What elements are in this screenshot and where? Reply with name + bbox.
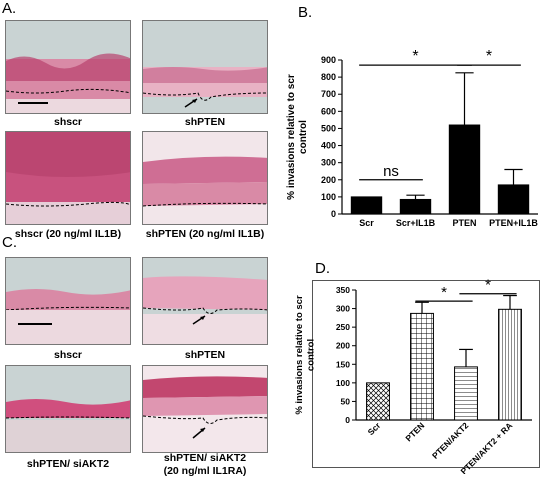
y-tick-label: 0 — [331, 209, 336, 219]
tissue-section — [143, 376, 267, 439]
x-tick-label: PTEN — [452, 218, 476, 228]
y-tick-label: 600 — [321, 106, 336, 116]
y-tick-label: 700 — [321, 89, 336, 99]
chart-b: 0 100 200 300 400 500 600 700 800 900 % invasions … — [286, 48, 538, 228]
significance-label: * — [485, 277, 491, 294]
x-tick-label: Scr+IL1B — [396, 218, 436, 228]
caption-a-shpten-il1b: shPTEN (20 ng/ml IL1B) — [145, 228, 265, 240]
y-axis-label: % invasions relative to scr control — [294, 295, 317, 415]
tissue-section — [143, 276, 267, 344]
histology-image-c-siakt2 — [5, 365, 131, 453]
histology-image-c-shpten — [142, 257, 268, 345]
y-tick-label: 200 — [321, 175, 336, 185]
tissue-section — [143, 156, 267, 207]
y-axis-label-line-1: % invasions relative to scr — [294, 295, 305, 415]
caption-line-2: (20 ng/ml IL1RA) — [163, 465, 247, 477]
tissue-section — [143, 67, 267, 108]
y-tick-label: 150 — [336, 359, 350, 369]
significance-label: * — [486, 48, 492, 65]
caption-c-siakt2-il1ra: shPTEN/ siAKT2 (20 ng/ml IL1RA) — [142, 452, 268, 478]
y-tick-label: 0 — [345, 415, 350, 425]
y-axis-label-line-2: control — [298, 120, 309, 154]
y-axis-label: % invasions relative to scr control — [286, 74, 309, 200]
y-tick-label: 300 — [336, 304, 350, 314]
x-tick-label: PTEN — [403, 420, 426, 443]
bar-pten-akt2-ra — [498, 308, 522, 421]
y-tick-label: 500 — [321, 123, 336, 133]
y-tick-label: 100 — [321, 192, 336, 202]
bar-pten — [410, 312, 434, 421]
panel-d-letter: D. — [315, 260, 330, 277]
bar-scr — [350, 196, 383, 215]
y-tick-label: 50 — [341, 396, 351, 406]
bar-pten — [448, 124, 481, 215]
tissue-section — [6, 289, 130, 344]
caption-line-1: shPTEN/ siAKT2 — [163, 452, 247, 464]
histology-image-shscr — [5, 20, 131, 114]
x-tick-label: Scr — [366, 420, 383, 437]
significance-label: ns — [383, 163, 399, 180]
x-tick-label: PTEN+IL1B — [489, 218, 538, 228]
histology-image-shpten-il1b — [142, 131, 268, 225]
significance-label: * — [441, 284, 447, 301]
y-tick-label: 300 — [321, 158, 336, 168]
chart-d-frame — [312, 280, 540, 468]
tissue-section — [6, 399, 130, 452]
bar-scr-il1b — [399, 198, 432, 215]
significance-label: * — [412, 48, 418, 65]
panel-a-letter: A. — [2, 0, 17, 17]
y-tick-label: 200 — [336, 341, 350, 351]
x-tick-label: Scr — [359, 218, 374, 228]
panel-c-letter: C. — [2, 234, 17, 251]
histology-image-c-shscr — [5, 257, 131, 345]
bar-pten-akt2 — [454, 366, 478, 421]
caption-a-shscr-il1b: shscr (20 ng/ml IL1B) — [14, 228, 122, 240]
tissue-section — [6, 53, 130, 113]
caption-c-shpten: shPTEN — [184, 349, 226, 361]
y-tick-label: 350 — [336, 285, 350, 295]
panel-b-letter: B. — [298, 4, 313, 21]
caption-c-siakt2: shPTEN/ siAKT2 — [26, 458, 110, 470]
y-tick-label: 250 — [336, 322, 350, 332]
chart-d: 0 50 100 150 200 250 300 350 % invasions relativ… — [294, 277, 532, 474]
caption-a-shscr: shscr — [53, 116, 83, 128]
y-axis-label-line-1: % invasions relative to scr — [286, 74, 297, 200]
y-axis-label-line-2: control — [306, 339, 317, 371]
bar-pten-il1b — [497, 184, 530, 215]
tissue-section — [6, 132, 130, 207]
caption-c-shscr: shscr — [53, 349, 83, 361]
histology-image-shpten — [142, 20, 268, 114]
histology-image-shscr-il1b — [5, 131, 131, 225]
y-tick-label: 900 — [321, 55, 336, 65]
y-tick-label: 100 — [336, 378, 350, 388]
x-tick-label: PTEN/AKT2 — [430, 420, 471, 461]
caption-a-shpten: shPTEN — [184, 116, 226, 128]
y-tick-label: 800 — [321, 72, 336, 82]
bar-scr — [366, 382, 390, 421]
y-tick-label: 400 — [321, 141, 336, 151]
histology-image-c-siakt2-il1ra — [142, 365, 268, 453]
